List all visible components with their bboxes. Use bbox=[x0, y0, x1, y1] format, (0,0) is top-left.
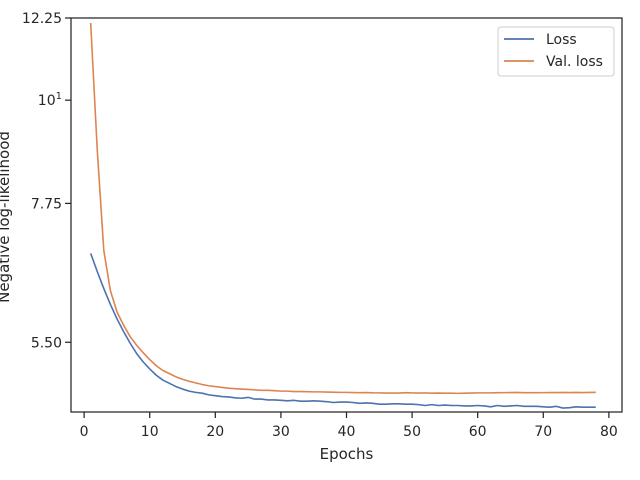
x-axis-label: Epochs bbox=[320, 445, 374, 463]
plot-area bbox=[70, 17, 623, 413]
legend: Loss Val. loss bbox=[497, 26, 615, 77]
x-tick-label: 10 bbox=[141, 424, 159, 440]
y-tick-label: 12.25 bbox=[22, 11, 62, 27]
x-tick-label: 20 bbox=[206, 424, 224, 440]
series-line-0 bbox=[89, 253, 596, 409]
y-tick-label-base: 10 bbox=[38, 93, 56, 109]
series-line-1 bbox=[89, 22, 596, 395]
x-axis: 0 10 20 30 40 50 60 70 80 bbox=[80, 412, 618, 440]
series-layer bbox=[89, 22, 596, 409]
y-axis-label: Negative log-likelihood bbox=[0, 131, 13, 303]
legend-label-0: Loss bbox=[546, 32, 577, 48]
y-axis: 5.50 7.75 101 12.25 bbox=[22, 11, 71, 351]
x-tick-label: 70 bbox=[534, 424, 552, 440]
x-tick-label: 60 bbox=[469, 424, 487, 440]
x-tick-label: 40 bbox=[338, 424, 356, 440]
legend-label-1: Val. loss bbox=[546, 54, 603, 70]
y-tick-label: 101 bbox=[38, 91, 62, 109]
x-tick-label: 30 bbox=[272, 424, 290, 440]
x-tick-label: 80 bbox=[600, 424, 618, 440]
x-tick-label: 0 bbox=[80, 424, 89, 440]
y-tick-label-exponent: 1 bbox=[56, 91, 62, 102]
plot-frame bbox=[70, 17, 623, 413]
y-tick-label: 5.50 bbox=[31, 335, 62, 351]
x-tick-label: 50 bbox=[403, 424, 421, 440]
y-tick-label: 7.75 bbox=[31, 196, 62, 212]
